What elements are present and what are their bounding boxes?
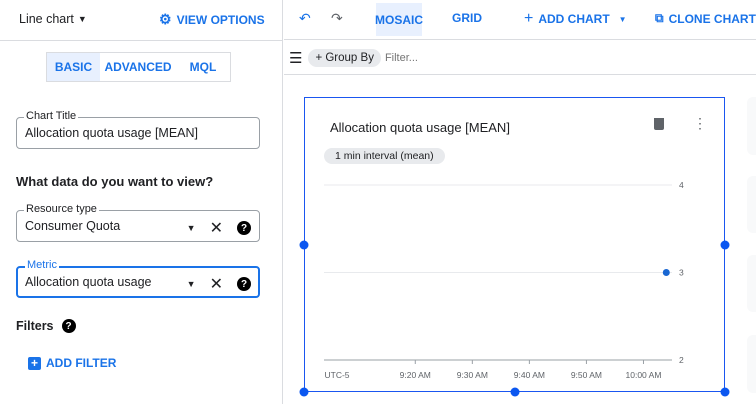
resize-handle-bottom[interactable] <box>510 387 520 397</box>
mosaic-label: MOSAIC <box>375 12 423 27</box>
tab-label: BASIC <box>54 60 93 74</box>
gear-icon: ⚙ <box>159 11 172 27</box>
resize-handle-bottom-left[interactable] <box>299 387 309 397</box>
resize-handle-right[interactable] <box>720 240 730 250</box>
add-chart-label: ADD CHART <box>538 12 610 26</box>
filter-list-icon[interactable]: ☰ <box>289 49 303 67</box>
filters-label: Filters <box>16 319 54 333</box>
tab-label: ADVANCED <box>104 60 172 74</box>
chart-title: Allocation quota usage [MEAN] <box>330 120 510 135</box>
x-tick-label: 10:00 AM <box>625 370 662 380</box>
mode-tabs: BASIC ADVANCED MQL <box>46 52 231 82</box>
x-tick-label: 9:20 AM <box>399 370 431 380</box>
caret-down-icon[interactable]: ▼ <box>186 223 196 233</box>
interval-chip[interactable]: 1 min interval (mean) <box>324 148 445 164</box>
resource-type-value: Consumer Quota <box>25 219 121 233</box>
view-options-button[interactable]: ⚙ VIEW OPTIONS <box>159 11 265 28</box>
chart-type-select[interactable]: Line chart ▼ <box>19 12 87 26</box>
group-by-chip[interactable]: + Group By <box>308 48 381 67</box>
plus-icon: + <box>524 10 534 27</box>
add-box-icon: + <box>28 356 41 370</box>
section-heading: What data do you want to view? <box>16 174 214 189</box>
filters-heading: Filters ? <box>16 319 76 333</box>
y-tick-label: 4 <box>679 180 684 190</box>
more-vert-icon[interactable]: ⋮ <box>693 115 707 131</box>
resource-type-label: Resource type <box>24 203 99 215</box>
x-tick-label: 9:50 AM <box>570 370 603 380</box>
mosaic-button[interactable]: MOSAIC <box>375 3 423 36</box>
data-point <box>662 269 670 276</box>
add-filter-button[interactable]: + ADD FILTER <box>28 356 116 370</box>
grid-button[interactable]: GRID <box>452 11 482 25</box>
help-icon[interactable]: ? <box>237 277 251 291</box>
tab-advanced[interactable]: ADVANCED <box>100 53 176 81</box>
chart-type-label: Line chart <box>19 12 74 26</box>
divider <box>0 40 283 41</box>
timezone-label: UTC-5 <box>324 370 350 380</box>
filter-input[interactable] <box>384 51 585 64</box>
resource-type-field[interactable]: Resource type Consumer Quota ▼ ✕ ? <box>16 203 260 242</box>
help-icon[interactable]: ? <box>61 319 76 333</box>
y-tick-label: 2 <box>679 355 684 365</box>
chart-title-field[interactable]: Chart Title Allocation quota usage [MEAN… <box>16 110 260 149</box>
tab-label: MQL <box>189 60 217 74</box>
filter-bar: ☰ + Group By <box>284 41 756 75</box>
add-chart-button[interactable]: + ADD CHART ▼ <box>524 10 627 28</box>
toolbar: ↶ ↷ MOSAIC GRID + ADD CHART ▼ ⧉ CLONE CH… <box>284 0 756 40</box>
chart-title-value: Allocation quota usage [MEAN] <box>25 126 199 140</box>
side-chart-card[interactable] <box>747 255 756 312</box>
caret-down-icon: ▼ <box>618 14 627 24</box>
caret-down-icon[interactable]: ▼ <box>186 279 196 289</box>
metric-label: Metric <box>25 259 59 271</box>
help-icon[interactable]: ? <box>237 221 251 235</box>
redo-icon[interactable]: ↷ <box>331 10 343 26</box>
y-tick-label: 3 <box>679 268 684 278</box>
caret-down-icon: ▼ <box>77 14 87 24</box>
metric-value: Allocation quota usage <box>25 275 152 289</box>
add-filter-label: ADD FILTER <box>46 356 117 370</box>
undo-icon[interactable]: ↶ <box>299 10 311 26</box>
grid-label: GRID <box>452 11 482 25</box>
chart-title-label: Chart Title <box>24 110 79 122</box>
side-chart-card[interactable] <box>747 176 756 233</box>
copy-icon: ⧉ <box>655 11 664 25</box>
resize-handle-left[interactable] <box>299 240 309 250</box>
resize-handle-bottom-right[interactable] <box>720 387 730 397</box>
side-chart-card[interactable] <box>747 97 756 155</box>
clear-icon[interactable]: ✕ <box>209 220 223 237</box>
clear-icon[interactable]: ✕ <box>209 276 223 293</box>
x-tick-label: 9:40 AM <box>513 370 545 380</box>
delete-icon[interactable] <box>654 118 664 130</box>
side-chart-card[interactable] <box>747 335 756 393</box>
clone-chart-button[interactable]: ⧉ CLONE CHART <box>655 11 756 26</box>
tab-basic[interactable]: BASIC <box>47 53 100 81</box>
left-panel: Line chart ▼ ⚙ VIEW OPTIONS BASIC ADVANC… <box>0 0 283 404</box>
view-options-label: VIEW OPTIONS <box>176 12 265 27</box>
metric-field[interactable]: Metric Allocation quota usage ▼ ✕ ? <box>16 259 260 298</box>
tab-mql[interactable]: MQL <box>176 53 230 81</box>
x-tick-label: 9:30 AM <box>456 370 488 380</box>
clone-chart-label: CLONE CHART <box>668 11 756 26</box>
